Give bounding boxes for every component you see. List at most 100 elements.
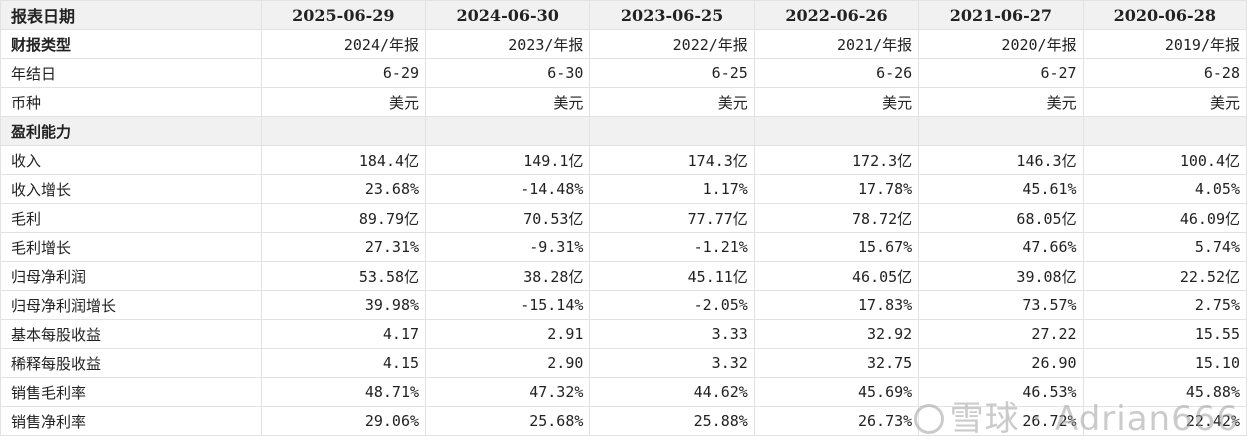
section-cell xyxy=(1082,116,1247,146)
table-row: 稀释每股收益 4.15 2.90 3.32 32.75 26.90 15.10 xyxy=(0,348,1247,378)
table-row: 毛利增长 27.31% -9.31% -1.21% 15.67% 47.66% 5.74% xyxy=(0,232,1247,262)
table-cell: 45.69% xyxy=(753,377,920,407)
row-label: 销售毛利率 xyxy=(0,377,262,407)
period-header: 2024-06-30 xyxy=(425,0,591,30)
table-cell: 美元 xyxy=(260,87,427,117)
row-label: 币种 xyxy=(0,87,262,117)
table-row: 销售净利率 29.06% 25.68% 25.88% 26.73% 26.72% 22.42… xyxy=(0,406,1247,436)
table-cell: 6-25 xyxy=(589,58,755,88)
table-cell: 73.57% xyxy=(918,290,1084,320)
table-cell: 6-27 xyxy=(918,58,1084,88)
table-cell: 26.90 xyxy=(918,348,1084,378)
table-cell: 25.68% xyxy=(425,406,591,436)
section-cell xyxy=(260,116,427,146)
table-cell: 2.91 xyxy=(425,319,591,349)
table-cell: 6-30 xyxy=(425,58,591,88)
table-cell: 美元 xyxy=(1082,87,1247,117)
table-cell: 美元 xyxy=(425,87,591,117)
table-cell: 27.31% xyxy=(260,232,427,262)
section-cell xyxy=(918,116,1084,146)
table-cell: 46.05亿 xyxy=(753,261,920,291)
table-cell: 15.10 xyxy=(1082,348,1247,378)
table-cell: 146.3亿 xyxy=(918,145,1084,175)
table-cell: 48.71% xyxy=(260,377,427,407)
table-cell: 47.32% xyxy=(425,377,591,407)
table-cell: 47.66% xyxy=(918,232,1084,262)
table-cell: -15.14% xyxy=(425,290,591,320)
table-row: 销售毛利率 48.71% 47.32% 44.62% 45.69% 46.53% 45.88… xyxy=(0,377,1247,407)
table-cell: 4.15 xyxy=(260,348,427,378)
table-cell: 3.32 xyxy=(589,348,755,378)
row-label: 基本每股收益 xyxy=(0,319,262,349)
table-row: 归母净利润增长 39.98% -15.14% -2.05% 17.83% 73.57% 2.… xyxy=(0,290,1247,320)
table-cell: 6-29 xyxy=(260,58,427,88)
table-cell: 17.78% xyxy=(753,174,920,204)
table-cell: 27.22 xyxy=(918,319,1084,349)
row-label: 报表日期 xyxy=(0,0,262,30)
table-cell: 22.52亿 xyxy=(1082,261,1247,291)
table-cell: 6-26 xyxy=(753,58,920,88)
table-cell: 6-28 xyxy=(1082,58,1247,88)
table-cell: 2020/年报 xyxy=(918,29,1084,59)
section-row: 盈利能力 xyxy=(0,116,1247,146)
table-cell: 25.88% xyxy=(589,406,755,436)
table-cell: 2.75% xyxy=(1082,290,1247,320)
table-cell: 2.90 xyxy=(425,348,591,378)
financial-table: 报表日期 2025-06-29 2024-06-30 2023-06-25 2022-0… xyxy=(0,0,1247,436)
row-label: 年结日 xyxy=(0,58,262,88)
table-cell: 3.33 xyxy=(589,319,755,349)
table-cell: 15.55 xyxy=(1082,319,1247,349)
table-cell: 4.17 xyxy=(260,319,427,349)
row-label: 收入 xyxy=(0,145,262,175)
table-cell: 5.74% xyxy=(1082,232,1247,262)
meta-row: 币种 美元 美元 美元 美元 美元 美元 xyxy=(0,87,1247,117)
table-row: 毛利 89.79亿 70.53亿 77.77亿 78.72亿 68.05亿 46.09亿 xyxy=(0,203,1247,233)
table-cell: 32.75 xyxy=(753,348,920,378)
table-cell: -14.48% xyxy=(425,174,591,204)
row-label: 收入增长 xyxy=(0,174,262,204)
table-cell: 美元 xyxy=(589,87,755,117)
table-cell: 4.05% xyxy=(1082,174,1247,204)
row-label: 归母净利润 xyxy=(0,261,262,291)
row-label: 归母净利润增长 xyxy=(0,290,262,320)
table-cell: 39.08亿 xyxy=(918,261,1084,291)
table-cell: 2023/年报 xyxy=(425,29,591,59)
table-cell: 45.11亿 xyxy=(589,261,755,291)
row-label: 稀释每股收益 xyxy=(0,348,262,378)
table-cell: 17.83% xyxy=(753,290,920,320)
meta-row: 年结日 6-29 6-30 6-25 6-26 6-27 6-28 xyxy=(0,58,1247,88)
table-cell: 39.98% xyxy=(260,290,427,320)
table-cell: 77.77亿 xyxy=(589,203,755,233)
row-label: 毛利增长 xyxy=(0,232,262,262)
table-cell: 32.92 xyxy=(753,319,920,349)
table-cell: 22.42% xyxy=(1082,406,1247,436)
section-cell xyxy=(753,116,920,146)
table-cell: 78.72亿 xyxy=(753,203,920,233)
row-label: 盈利能力 xyxy=(0,116,262,146)
table-row: 归母净利润 53.58亿 38.28亿 45.11亿 46.05亿 39.08亿 22.52… xyxy=(0,261,1247,291)
table-cell: 29.06% xyxy=(260,406,427,436)
table-row: 收入 184.4亿 149.1亿 174.3亿 172.3亿 146.3亿 100.4亿 xyxy=(0,145,1247,175)
table-cell: 2019/年报 xyxy=(1082,29,1247,59)
table-cell: 15.67% xyxy=(753,232,920,262)
period-header: 2020-06-28 xyxy=(1082,0,1247,30)
table-cell: 美元 xyxy=(753,87,920,117)
period-header: 2022-06-26 xyxy=(753,0,920,30)
table-cell: 174.3亿 xyxy=(589,145,755,175)
table-cell: 2024/年报 xyxy=(260,29,427,59)
section-cell xyxy=(589,116,755,146)
table-cell: 45.88% xyxy=(1082,377,1247,407)
table-cell: 184.4亿 xyxy=(260,145,427,175)
table-cell: 38.28亿 xyxy=(425,261,591,291)
row-label: 财报类型 xyxy=(0,29,262,59)
table-cell: -2.05% xyxy=(589,290,755,320)
table-cell: 26.73% xyxy=(753,406,920,436)
table-cell: 2022/年报 xyxy=(589,29,755,59)
table-cell: 23.68% xyxy=(260,174,427,204)
table-cell: 89.79亿 xyxy=(260,203,427,233)
table-cell: 45.61% xyxy=(918,174,1084,204)
table-cell: 46.53% xyxy=(918,377,1084,407)
table-cell: 53.58亿 xyxy=(260,261,427,291)
table-cell: 172.3亿 xyxy=(753,145,920,175)
table-cell: 46.09亿 xyxy=(1082,203,1247,233)
